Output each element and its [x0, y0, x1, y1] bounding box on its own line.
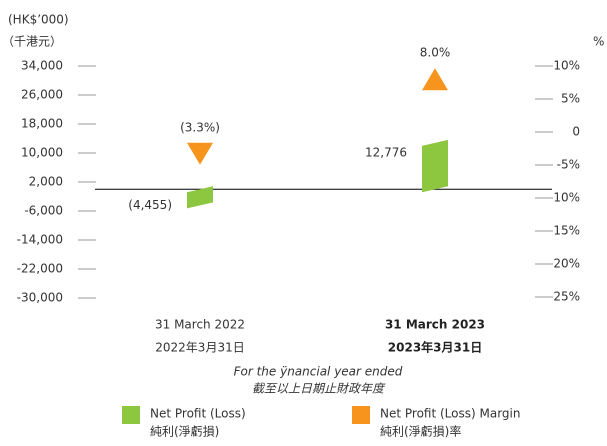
y-tick-label: 18,000	[21, 117, 63, 131]
margin-marker	[187, 142, 213, 165]
legend-swatch	[352, 406, 370, 424]
x-tick-label-zh: 2023年3月31日	[388, 340, 482, 355]
x-tick-label: 31 March 2023	[385, 318, 485, 332]
marker-value-label: 8.0%	[420, 46, 451, 60]
y-tick-label: 10,000	[21, 146, 63, 160]
y2-tick-label: 10%	[553, 59, 580, 73]
x-tick-label: 31 March 2022	[155, 318, 245, 332]
y2-tick-label: -5%	[557, 158, 580, 172]
y2-tick-label: -10%	[549, 191, 580, 205]
y-tick-label: 34,000	[21, 59, 63, 73]
y2-tick-label: 0	[572, 125, 580, 139]
y-tick-label: -14,000	[17, 233, 63, 247]
legend-label: Net Profit (Loss) Margin	[380, 407, 520, 421]
x-label: For the ÿnancial year ended	[234, 365, 403, 379]
legend-label-zh: 純利(淨虧損)	[150, 424, 219, 439]
margin-marker	[422, 68, 448, 91]
legend-label: Net Profit (Loss)	[150, 407, 246, 421]
y-unit: (HK$’000)	[8, 13, 69, 27]
marker-value-label: (3.3%)	[180, 120, 220, 134]
y2-tick-label: -20%	[549, 257, 580, 271]
x-label-zh: 截至以上日期止財政年度	[252, 382, 386, 396]
y2-tick-label: -25%	[549, 290, 580, 304]
y-tick-label: -22,000	[17, 262, 63, 276]
y2-tick-label: -15%	[549, 224, 580, 238]
legend-swatch	[122, 406, 140, 424]
bar	[422, 139, 448, 193]
y-unit-zh: （千港元）	[2, 35, 62, 49]
y-tick-label: -30,000	[17, 291, 63, 305]
bar-value-label: (4,455)	[128, 198, 172, 212]
bar	[187, 186, 213, 209]
y2-unit: %	[593, 35, 604, 49]
y-tick-label: 26,000	[21, 88, 63, 102]
y-tick-label: -6,000	[24, 204, 63, 218]
x-tick-label-zh: 2022年3月31日	[155, 341, 244, 355]
bar-value-label: 12,776	[365, 145, 407, 159]
y2-tick-label: 5%	[561, 92, 580, 106]
legend-label-zh: 純利(淨虧損)率	[380, 424, 461, 439]
y-tick-label: 2,000	[29, 175, 63, 189]
